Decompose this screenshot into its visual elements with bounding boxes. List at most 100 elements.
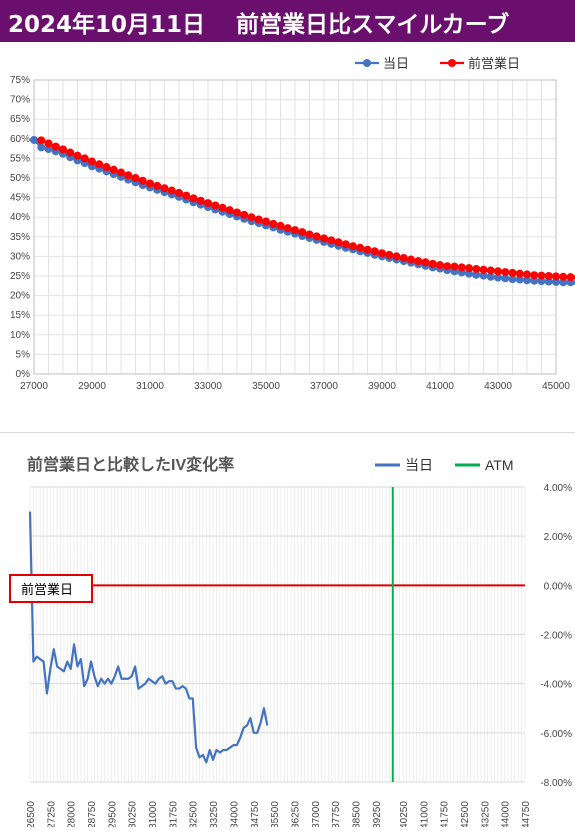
data-point-today xyxy=(29,135,38,144)
data-point-prev-day xyxy=(247,213,256,222)
x-tick-label: 41000 xyxy=(419,801,430,827)
data-point-prev-day xyxy=(145,179,154,188)
iv-change-chart-panel: 前営業日と比較したIV変化率 -8.00% -6.00% -4.00% -2.00% 0.… xyxy=(0,433,575,829)
x-tick-label: 33250 xyxy=(209,801,220,827)
x-tick-label: 41000 xyxy=(426,381,454,392)
series-line-today xyxy=(28,511,269,764)
data-point-prev-day xyxy=(399,253,408,262)
iv-change-chart: 前営業日と比較したIV変化率 -8.00% -6.00% -4.00% -2.00% 0.… xyxy=(9,455,572,829)
data-point-prev-day xyxy=(225,206,234,215)
data-point-prev-day xyxy=(51,142,60,151)
data-point-prev-day xyxy=(276,221,285,230)
x-tick-label: 29500 xyxy=(107,801,118,827)
x-tick-label: 34000 xyxy=(229,801,240,827)
data-point-prev-day xyxy=(269,219,278,228)
y-tick-label: 2.00% xyxy=(544,532,572,543)
x-tick-label: 36250 xyxy=(290,801,301,827)
x-tick-label: 44750 xyxy=(521,801,532,827)
data-point-prev-day xyxy=(95,160,104,169)
x-tick-label: 32500 xyxy=(189,801,200,827)
y-tick-label: 25% xyxy=(10,271,30,282)
data-point-prev-day xyxy=(377,249,386,258)
y-tick-label: 5% xyxy=(16,349,31,360)
y-tick-label: 50% xyxy=(10,173,30,184)
x-tick-label: 27000 xyxy=(20,381,48,392)
x-tick-label: 42500 xyxy=(460,801,471,827)
y-tick-label: -8.00% xyxy=(540,778,572,789)
legend-label: 前営業日 xyxy=(468,56,520,71)
legend-marker xyxy=(363,59,371,67)
y-tick-label: 40% xyxy=(10,212,30,223)
x-tick-label: 33000 xyxy=(194,381,222,392)
x-tick-label: 35000 xyxy=(252,381,280,392)
data-point-prev-day xyxy=(559,272,568,281)
data-point-prev-day xyxy=(363,245,372,254)
smile-curve-chart-panel: 0% 5% 10% 15% 20% 25% 30% 35% 40% 45% 50% 55% 60% 65%… xyxy=(0,42,575,433)
y-tick-label: -6.00% xyxy=(540,729,572,740)
x-tick-label: 27250 xyxy=(46,801,57,827)
y-tick-label: -2.00% xyxy=(540,631,572,642)
chart-title: 前営業日と比較したIV変化率 xyxy=(27,455,234,474)
page-title: 2024年10月11日 前営業日比スマイルカーブ xyxy=(8,12,510,38)
y-tick-label: 0.00% xyxy=(544,581,572,592)
y-tick-label: 30% xyxy=(10,251,30,262)
legend-label: ATM xyxy=(485,457,514,473)
x-tick-label: 37000 xyxy=(310,381,338,392)
data-point-prev-day xyxy=(88,157,97,166)
legend-label: 当日 xyxy=(405,457,433,473)
y-tick-label: 4.00% xyxy=(544,483,572,494)
y-tick-label: 20% xyxy=(10,291,30,302)
reference-label-box xyxy=(9,574,93,603)
x-tick-label: 34750 xyxy=(250,801,261,827)
data-point-today xyxy=(37,143,46,152)
data-point-prev-day xyxy=(515,269,524,278)
data-point-prev-day xyxy=(182,191,191,200)
y-tick-label: 15% xyxy=(10,310,30,321)
data-point-prev-day xyxy=(493,267,502,276)
data-point-prev-day xyxy=(486,266,495,275)
data-point-prev-day xyxy=(37,136,46,145)
y-tick-label: 55% xyxy=(10,153,30,164)
data-point-prev-day xyxy=(283,224,292,233)
reference-label: 前営業日 xyxy=(21,582,73,597)
x-tick-label: 35500 xyxy=(270,801,281,827)
data-point-prev-day xyxy=(435,261,444,270)
x-tick-label: 45000 xyxy=(542,381,570,392)
x-tick-label: 26500 xyxy=(26,801,37,827)
data-point-prev-day xyxy=(261,217,270,226)
data-point-prev-day xyxy=(153,181,162,190)
data-point-prev-day xyxy=(254,215,263,224)
data-point-prev-day xyxy=(298,228,307,237)
x-tick-label: 28000 xyxy=(67,801,78,827)
data-point-prev-day xyxy=(552,272,561,281)
header-bar: 2024年10月11日 前営業日比スマイルカーブ xyxy=(0,0,575,42)
data-point-prev-day xyxy=(428,259,437,268)
data-point-prev-day xyxy=(319,234,328,243)
y-tick-label: 10% xyxy=(10,330,30,341)
data-point-prev-day xyxy=(117,168,126,177)
x-tick-label: 30250 xyxy=(128,801,139,827)
x-tick-label: 40250 xyxy=(399,801,410,827)
x-tick-label: 44000 xyxy=(501,801,512,827)
data-point-prev-day xyxy=(305,230,314,239)
data-point-prev-day xyxy=(348,242,357,251)
data-point-prev-day xyxy=(385,250,394,259)
data-point-prev-day xyxy=(472,264,481,273)
y-tick-label: 75% xyxy=(10,75,30,86)
data-point-prev-day xyxy=(312,232,321,241)
x-tick-label: 39250 xyxy=(372,801,383,827)
x-tick-label: 31750 xyxy=(168,801,179,827)
data-point-prev-day xyxy=(124,171,133,180)
data-point-prev-day xyxy=(356,243,365,252)
data-point-prev-day xyxy=(334,238,343,247)
data-point-prev-day xyxy=(240,210,249,219)
legend-marker xyxy=(448,59,456,67)
y-tick-label: -4.00% xyxy=(540,680,572,691)
data-point-prev-day xyxy=(196,196,205,205)
data-point-prev-day xyxy=(131,173,140,182)
data-point-prev-day xyxy=(544,271,553,280)
data-point-prev-day xyxy=(203,199,212,208)
data-point-prev-day xyxy=(501,268,510,277)
data-point-prev-day xyxy=(523,270,532,279)
data-point-prev-day xyxy=(232,208,241,217)
